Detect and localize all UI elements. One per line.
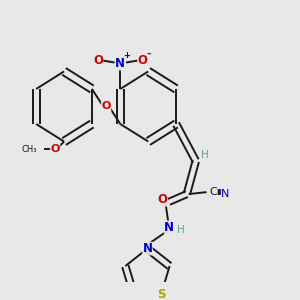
Text: H: H (176, 225, 184, 235)
Text: H: H (201, 150, 208, 160)
Text: O: O (137, 54, 148, 67)
Text: CH₃: CH₃ (22, 145, 37, 154)
Text: N: N (115, 57, 125, 70)
Text: O: O (93, 54, 103, 67)
Text: N: N (221, 189, 230, 199)
Text: O: O (101, 101, 111, 112)
Text: N: N (164, 221, 174, 234)
Text: O: O (158, 194, 167, 206)
Text: C: C (210, 187, 218, 197)
Text: S: S (157, 288, 165, 300)
Text: +: + (123, 51, 130, 60)
Text: O: O (50, 144, 60, 154)
Text: N: N (142, 242, 152, 255)
Text: -: - (147, 49, 151, 58)
